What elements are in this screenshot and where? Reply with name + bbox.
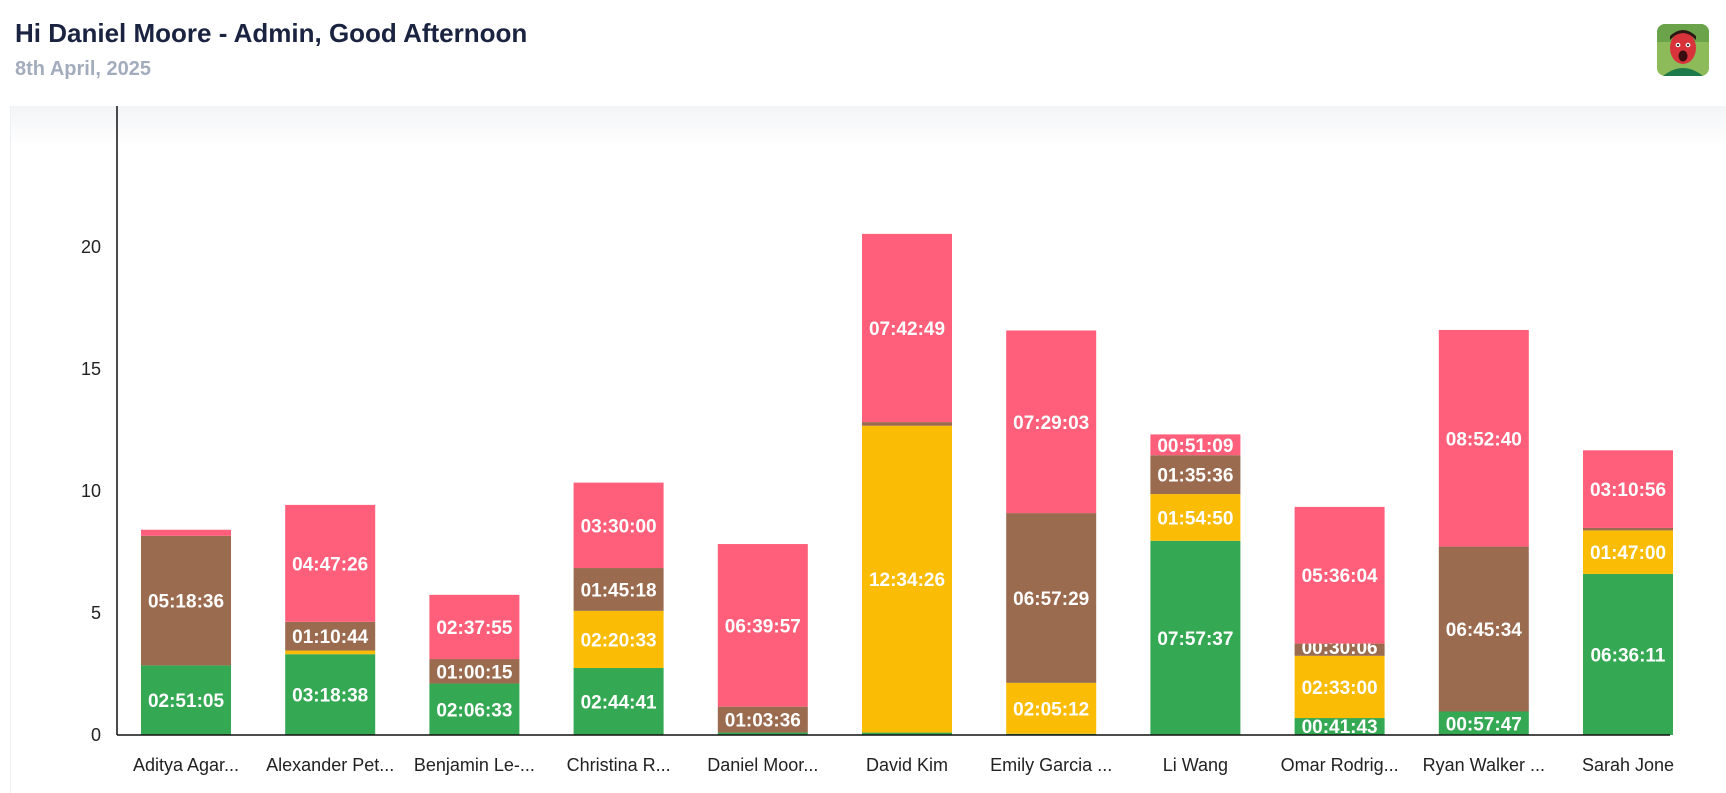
bar-value-label: 02:44:41 <box>581 693 657 714</box>
bar-value-label: 01:10:44 <box>292 627 368 648</box>
bar-segment-brown[interactable] <box>1438 546 1529 712</box>
bar-value-label: 02:06:33 <box>436 700 512 721</box>
bar-segment-pink[interactable] <box>1006 330 1097 514</box>
bar-segment-green[interactable] <box>717 732 808 735</box>
bar-segment-brown[interactable] <box>1150 455 1241 495</box>
bar-segment-green[interactable] <box>1294 718 1385 735</box>
bar-segment-pink[interactable] <box>285 504 376 622</box>
bar-value-label: 07:57:37 <box>1157 629 1233 650</box>
x-category-label: Emily Garcia ... <box>990 755 1112 775</box>
bar-value-label: 05:18:36 <box>148 592 224 613</box>
bar-segment-green[interactable] <box>141 665 231 735</box>
bar-value-label: 01:00:15 <box>436 662 512 683</box>
bar-value-label: 07:29:03 <box>1013 413 1089 434</box>
bar-segment-pink[interactable] <box>429 594 520 660</box>
bar-segment-pink[interactable] <box>1583 450 1673 528</box>
bar-segment-green[interactable] <box>573 668 664 735</box>
bar-value-label: 02:20:33 <box>581 630 657 651</box>
bar-segment-pink[interactable] <box>862 233 952 423</box>
bar-segment-green[interactable] <box>1438 711 1529 735</box>
bar-segment-brown[interactable] <box>862 422 952 426</box>
y-tick-label: 15 <box>81 359 101 379</box>
bar-segment-brown[interactable] <box>141 535 231 666</box>
bar-segment-brown[interactable] <box>1583 527 1673 531</box>
bar-segment-green[interactable] <box>1150 540 1241 735</box>
x-category-label: Alexander Pet... <box>266 755 394 775</box>
bar-segment-pink[interactable] <box>1438 329 1529 547</box>
bar-value-label: 02:33:00 <box>1302 678 1378 699</box>
bar-segment-yellow[interactable] <box>1583 530 1673 574</box>
chart-panel: 0 5 10 15 20 02:51:05 05:18:36 Aditya Agar... 03… <box>10 106 1726 793</box>
bar-segment-yellow[interactable] <box>285 650 376 655</box>
panel-shade <box>11 106 1726 146</box>
bar-segment-pink[interactable] <box>1150 434 1241 456</box>
bar-value-label: 05:36:04 <box>1302 566 1378 587</box>
bar-segment-yellow[interactable] <box>862 425 952 733</box>
bar-segment-green[interactable] <box>862 732 952 735</box>
bar-value-label: 00:41:43 <box>1302 717 1378 738</box>
bar-segment-pink[interactable] <box>573 482 664 569</box>
y-tick-label: 10 <box>81 481 101 501</box>
x-category-label: Sarah Jone <box>1582 755 1674 775</box>
bar-segment-green[interactable] <box>1583 573 1673 735</box>
x-category-label: Christina R... <box>567 755 671 775</box>
x-category-label: Benjamin Le-... <box>414 755 535 775</box>
bar-value-label: 06:57:29 <box>1013 589 1089 610</box>
avatar-image <box>1657 24 1709 76</box>
x-category-label: Ryan Walker ... <box>1423 755 1545 775</box>
bar-segment-pink[interactable] <box>141 529 231 536</box>
bar-segment-yellow[interactable] <box>573 610 664 669</box>
bar-value-label: 03:10:56 <box>1590 480 1666 501</box>
bar-value-label: 06:39:57 <box>725 616 801 637</box>
bar-value-label: 03:18:38 <box>292 686 368 707</box>
bar-value-label: 01:54:50 <box>1157 508 1233 529</box>
bar-value-label: 00:57:47 <box>1446 714 1522 735</box>
bar-value-label: 01:45:18 <box>581 580 657 601</box>
x-category-label: David Kim <box>866 755 948 775</box>
user-avatar[interactable] <box>1657 24 1709 76</box>
bar-segment-yellow[interactable] <box>1006 682 1097 734</box>
page-header: Hi Daniel Moore - Admin, Good Afternoon … <box>0 0 1726 106</box>
bar-value-label: 02:05:12 <box>1013 699 1089 720</box>
bar-value-label: 08:52:40 <box>1446 429 1522 450</box>
stacked-bar-chart: 0 5 10 15 20 02:51:05 05:18:36 Aditya Agar... 03… <box>81 106 1674 775</box>
bar-segment-pink[interactable] <box>717 544 808 707</box>
x-category-label: Omar Rodrig... <box>1281 755 1399 775</box>
x-category-label: Aditya Agar... <box>133 755 239 775</box>
bar-value-label: 01:03:36 <box>725 711 801 732</box>
x-category-label: Daniel Moor... <box>707 755 818 775</box>
bar-value-label: 02:37:55 <box>436 618 512 639</box>
bar-value-label: 03:30:00 <box>581 516 657 537</box>
bar-segment-green[interactable] <box>285 654 376 735</box>
bar-value-label: 07:42:49 <box>869 319 945 340</box>
bar-value-label: 02:51:05 <box>148 691 224 712</box>
greeting-title: Hi Daniel Moore - Admin, Good Afternoon <box>15 18 528 48</box>
y-tick-label: 20 <box>81 237 101 257</box>
bar-value-label: 06:36:11 <box>1590 645 1665 666</box>
bar-segment-brown[interactable] <box>285 621 376 651</box>
y-tick-label: 0 <box>91 725 101 745</box>
current-date: 8th April, 2025 <box>15 58 151 80</box>
bar-value-label: 04:47:26 <box>292 554 368 575</box>
bar-segment-pink[interactable] <box>1294 506 1385 644</box>
bar-segment-brown[interactable] <box>429 659 520 684</box>
bar-segment-green[interactable] <box>429 683 520 735</box>
bar-segment-brown[interactable] <box>717 706 808 733</box>
bar-value-label: 01:35:36 <box>1157 466 1233 487</box>
bar-value-label: 00:51:09 <box>1157 436 1233 457</box>
x-category-label: Li Wang <box>1163 755 1228 775</box>
bar-segment-yellow[interactable] <box>1294 655 1385 719</box>
y-tick-label: 5 <box>91 603 101 623</box>
bar-segment-brown[interactable] <box>1006 513 1097 683</box>
bar-value-label: 01:47:00 <box>1590 543 1666 564</box>
bar-segment-yellow[interactable] <box>1150 494 1241 541</box>
bar-value-label: 12:34:26 <box>869 570 945 591</box>
bar-value-label: 06:45:34 <box>1446 620 1522 641</box>
bar-segment-brown[interactable] <box>1294 643 1385 656</box>
bar-segment-brown[interactable] <box>573 568 664 611</box>
